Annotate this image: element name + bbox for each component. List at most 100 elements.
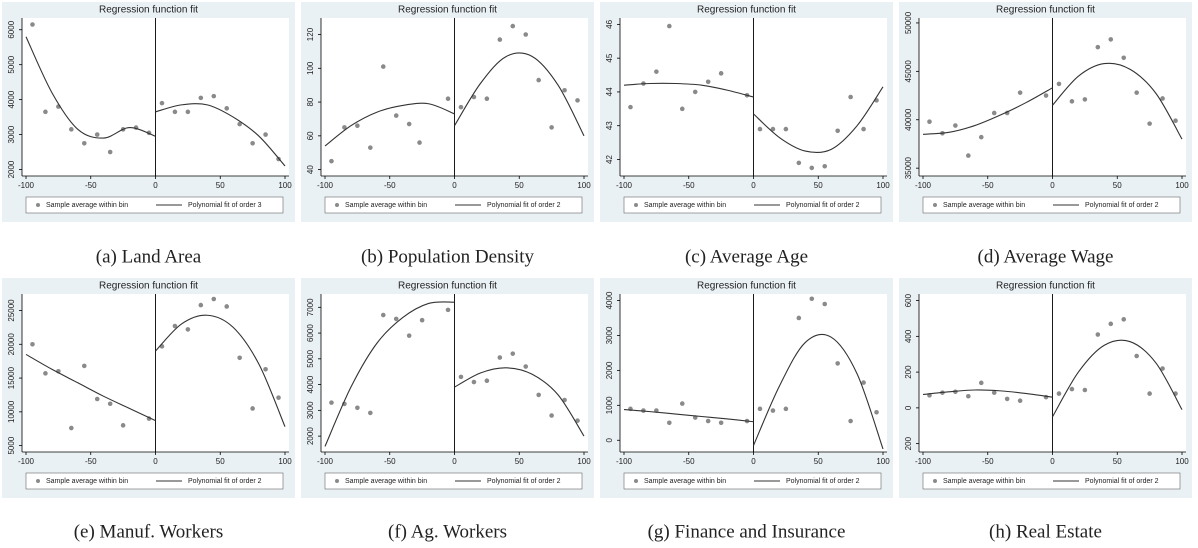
data-point	[484, 378, 490, 384]
x-tick-label: 0	[452, 181, 457, 190]
data-point	[1108, 37, 1114, 42]
data-point	[458, 374, 464, 380]
data-point	[1017, 90, 1023, 95]
y-tick-label: 3000	[306, 401, 315, 419]
fit-line	[922, 339, 1183, 418]
fit-line	[623, 82, 884, 154]
panel: Regression function fit 42 43 44 45 46 -100 -50…	[600, 2, 893, 267]
data-point	[1017, 398, 1023, 404]
data-point	[159, 100, 165, 106]
data-point	[276, 395, 281, 400]
fit-line	[623, 333, 884, 450]
panel-title: Regression function fit	[697, 281, 796, 292]
legend-label: Sample average within bin	[345, 202, 427, 209]
data-point	[757, 126, 763, 132]
legend-marker	[634, 479, 638, 483]
panel-title: Regression function fit	[99, 281, 198, 292]
data-point	[679, 106, 685, 112]
data-point	[927, 119, 932, 124]
data-point	[874, 410, 879, 415]
x-tick-label: 50	[814, 181, 823, 190]
y-tick-label: 400	[904, 329, 913, 343]
y-tick-label: 6000	[7, 20, 16, 38]
x-tick-label: -100	[317, 181, 334, 190]
data-point	[848, 94, 853, 100]
data-point	[355, 123, 360, 129]
x-tick-label: 0	[153, 181, 158, 190]
x-tick-label: -100	[18, 181, 35, 190]
legend-box	[623, 196, 882, 214]
caption: (b) Population Density	[361, 246, 535, 267]
data-point	[120, 423, 126, 428]
data-point	[562, 87, 567, 93]
data-point	[393, 113, 399, 118]
data-point	[991, 390, 997, 395]
caption: (h) Real Estate	[989, 521, 1102, 542]
x-tick-label: 100	[1175, 181, 1189, 190]
data-point	[1134, 90, 1139, 95]
x-tick-label: 50	[515, 457, 524, 466]
legend-label: Sample average within bin	[46, 202, 128, 209]
y-tick-label: 10000	[7, 400, 16, 423]
x-tick-label: 100	[577, 457, 591, 466]
fit-line	[324, 52, 585, 147]
y-tick-label: 3000	[7, 125, 16, 143]
x-tick-label: 100	[278, 181, 292, 190]
y-tick-label: 600	[904, 293, 913, 307]
data-point	[1043, 93, 1049, 98]
data-point	[770, 126, 776, 132]
panel-title: Regression function fit	[996, 281, 1095, 292]
data-point	[796, 315, 802, 321]
data-point	[342, 125, 347, 130]
data-point	[1147, 121, 1152, 126]
data-point	[445, 307, 451, 313]
data-point	[692, 89, 698, 95]
data-point	[81, 363, 87, 369]
y-tick-label: 0	[605, 437, 614, 442]
data-point	[198, 302, 204, 308]
data-point	[953, 123, 958, 128]
y-tick-label: 4000	[605, 291, 614, 309]
legend-label: Polynomial fit of order 2	[188, 478, 262, 485]
y-tick-label: 50000	[904, 11, 913, 34]
y-tick-label: 5000	[306, 349, 315, 367]
data-point	[1134, 353, 1139, 359]
data-point	[368, 145, 373, 150]
legend-label: Polynomial fit of order 3	[188, 202, 262, 209]
legend-marker	[36, 203, 40, 207]
legend-marker	[933, 203, 937, 207]
data-point	[43, 109, 48, 115]
legend-marker	[36, 479, 40, 483]
fit-line	[324, 301, 585, 447]
data-point	[380, 64, 386, 69]
caption: (d) Average Wage	[978, 246, 1114, 267]
y-tick-label: 5000	[7, 55, 16, 73]
data-point	[718, 420, 724, 426]
panel: Regression function fit 2000 3000 4000 5000 6…	[2, 2, 295, 267]
x-tick-label: -50	[683, 181, 695, 190]
legend-box	[922, 472, 1181, 490]
y-tick-label: 2000	[306, 427, 315, 445]
data-point	[1095, 44, 1101, 50]
data-point	[1069, 386, 1075, 392]
data-point	[43, 371, 48, 376]
y-tick-label: 20000	[7, 333, 16, 356]
data-point	[1121, 55, 1127, 61]
data-point	[861, 380, 866, 385]
legend-marker	[634, 203, 638, 207]
x-tick-label: -50	[85, 457, 97, 466]
y-tick-label: 100	[306, 61, 315, 75]
data-point	[224, 304, 230, 309]
data-point	[471, 379, 477, 385]
data-point	[575, 418, 580, 423]
legend-label: Polynomial fit of order 2	[487, 478, 561, 485]
y-tick-label: 25000	[7, 299, 16, 322]
data-point	[1056, 81, 1062, 87]
y-tick-label: 7000	[306, 298, 315, 316]
data-point	[237, 121, 242, 127]
data-point	[107, 149, 113, 155]
data-point	[536, 392, 541, 398]
data-point	[406, 333, 412, 338]
x-tick-label: 100	[577, 181, 591, 190]
